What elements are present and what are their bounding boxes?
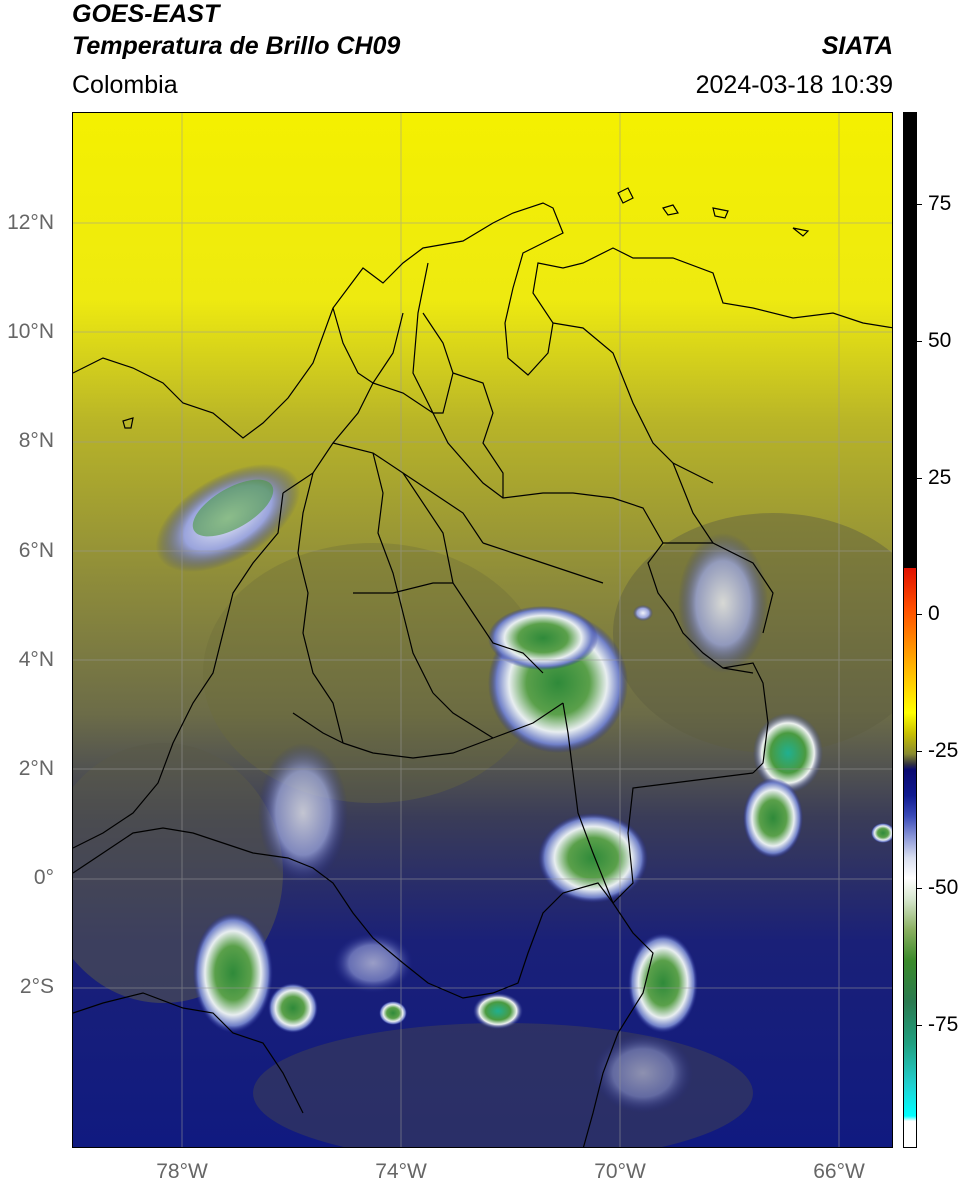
lon-label-78w: 78°W bbox=[156, 1160, 208, 1183]
colorbar-label-25: 25 bbox=[928, 466, 952, 489]
organization-label: SIATA bbox=[821, 32, 893, 60]
colorbar-tick bbox=[917, 341, 922, 342]
colorbar-label-minus25: -25 bbox=[928, 739, 959, 762]
colorbar-label-75: 75 bbox=[928, 192, 952, 215]
colorbar bbox=[903, 112, 917, 1148]
colorbar-tick bbox=[917, 1025, 922, 1026]
lat-label-6n: 6°N bbox=[18, 539, 54, 562]
satellite-map[interactable] bbox=[72, 112, 893, 1148]
lon-label-66w: 66°W bbox=[813, 1160, 865, 1183]
timestamp-label: 2024-03-18 10:39 bbox=[695, 71, 893, 99]
colorbar-label-50: 50 bbox=[928, 329, 952, 352]
satellite-title: GOES-EAST bbox=[72, 0, 220, 28]
lon-label-74w: 74°W bbox=[375, 1160, 427, 1183]
lat-label-2s: 2°S bbox=[19, 975, 54, 998]
lat-label-4n: 4°N bbox=[18, 648, 54, 671]
colorbar-tick bbox=[917, 614, 922, 615]
colorbar-tick bbox=[917, 751, 922, 752]
colorbar-label-minus75: -75 bbox=[928, 1013, 959, 1036]
country-borders bbox=[73, 187, 892, 1147]
lat-label-2n: 2°N bbox=[18, 757, 54, 780]
colorbar-tick bbox=[917, 888, 922, 889]
lat-label-0: 0° bbox=[33, 866, 54, 889]
cloud-clusters bbox=[155, 463, 892, 1113]
map-canvas bbox=[73, 113, 892, 1147]
colorbar-label-minus50: -50 bbox=[928, 876, 959, 899]
region-label: Colombia bbox=[72, 71, 178, 99]
warm-patch bbox=[203, 543, 543, 803]
lat-label-8n: 8°N bbox=[18, 429, 54, 452]
lon-label-70w: 70°W bbox=[594, 1160, 646, 1183]
colorbar-tick bbox=[917, 478, 922, 479]
lat-label-12n: 12°N bbox=[7, 211, 54, 234]
colorbar-tick bbox=[917, 204, 922, 205]
lat-label-10n: 10°N bbox=[7, 320, 54, 343]
product-title: Temperatura de Brillo CH09 bbox=[72, 32, 401, 60]
colorbar-label-0: 0 bbox=[928, 602, 940, 625]
